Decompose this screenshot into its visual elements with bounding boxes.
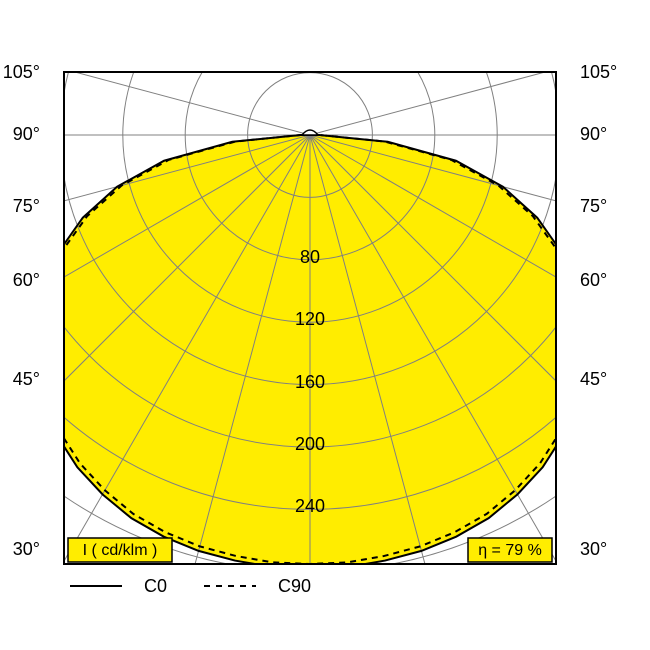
angle-label-left: 60°	[13, 270, 40, 290]
units-label: I ( cd/klm )	[83, 542, 158, 559]
radial-label: 80	[300, 247, 320, 267]
radial-label: 240	[295, 496, 325, 516]
legend-c0-label: C0	[144, 576, 167, 596]
legend-c90-label: C90	[278, 576, 311, 596]
angle-label-left: 90°	[13, 124, 40, 144]
angle-label-right: 60°	[580, 270, 607, 290]
angle-label-right: 30°	[580, 539, 607, 559]
angle-label-right: 105°	[580, 62, 617, 82]
angle-label-right: 90°	[580, 124, 607, 144]
angle-label-left: 105°	[3, 62, 40, 82]
angle-label-left: 45°	[13, 369, 40, 389]
radial-label: 200	[295, 434, 325, 454]
efficiency-label: η = 79 %	[478, 542, 542, 559]
angle-label-right: 75°	[580, 196, 607, 216]
radial-label: 160	[295, 372, 325, 392]
radial-label: 120	[295, 309, 325, 329]
angle-label-right: 45°	[580, 369, 607, 389]
photometric-polar-chart: 105° 90° 75° 60° 45° 30° 105° 90° 75° 60° 45° 30° 80…	[0, 0, 650, 650]
angle-label-left: 75°	[13, 196, 40, 216]
angle-label-left: 30°	[13, 539, 40, 559]
